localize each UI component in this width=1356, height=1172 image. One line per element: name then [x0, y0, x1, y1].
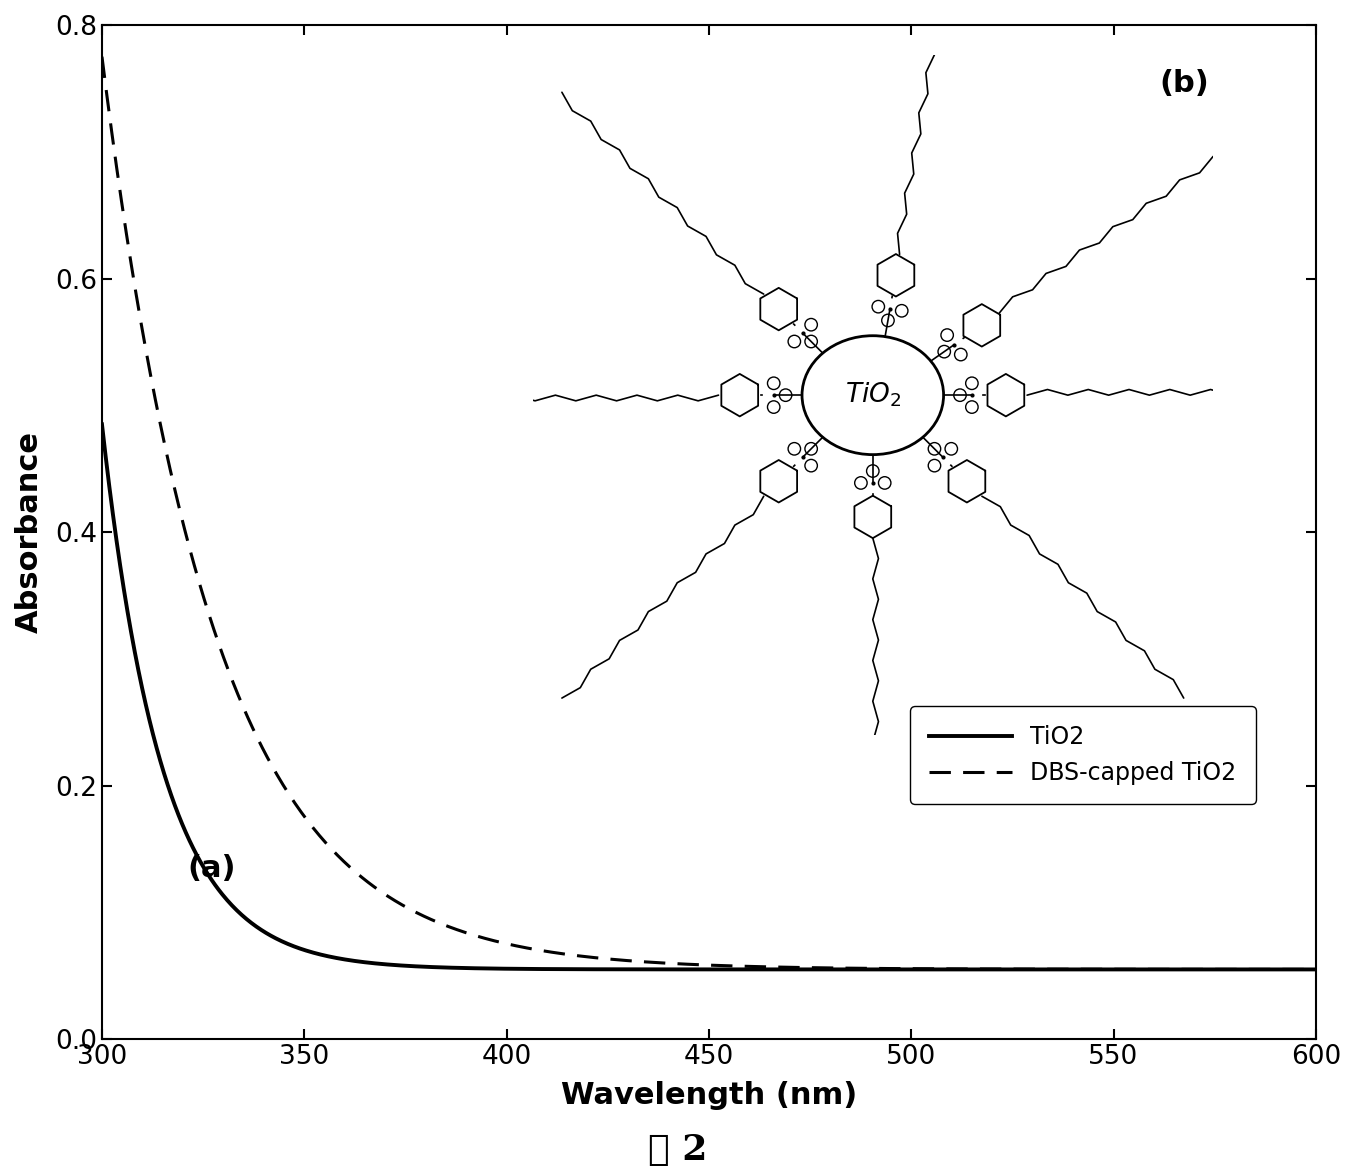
TiO2	[584, 962, 601, 976]
Text: 图 2: 图 2	[648, 1133, 708, 1167]
DBS-capped TiO2	[1307, 962, 1323, 976]
TiO2	[928, 962, 944, 976]
Line: DBS-capped TiO2: DBS-capped TiO2	[102, 56, 1315, 969]
TiO2	[218, 892, 235, 906]
DBS-capped TiO2	[628, 954, 644, 968]
DBS-capped TiO2	[928, 962, 944, 976]
TiO2	[1062, 962, 1078, 976]
DBS-capped TiO2	[584, 950, 601, 965]
X-axis label: Wavelength (nm): Wavelength (nm)	[561, 1081, 857, 1110]
TiO2	[628, 962, 644, 976]
DBS-capped TiO2	[1062, 962, 1078, 976]
DBS-capped TiO2	[1040, 962, 1056, 976]
Line: TiO2: TiO2	[102, 424, 1315, 969]
DBS-capped TiO2	[218, 656, 235, 670]
Text: (a): (a)	[187, 854, 236, 883]
DBS-capped TiO2	[94, 49, 110, 63]
TiO2	[1307, 962, 1323, 976]
TiO2	[94, 417, 110, 431]
Legend: TiO2, DBS-capped TiO2: TiO2, DBS-capped TiO2	[910, 707, 1256, 804]
TiO2	[1040, 962, 1056, 976]
Y-axis label: Absorbance: Absorbance	[15, 431, 43, 633]
